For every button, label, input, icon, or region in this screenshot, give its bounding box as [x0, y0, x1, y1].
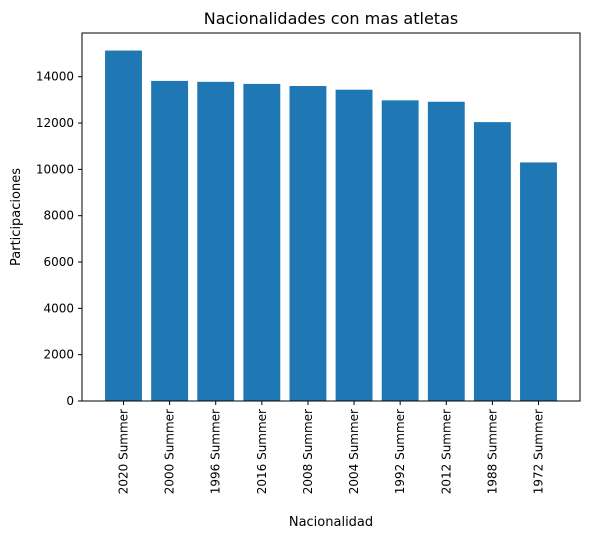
chart-title: Nacionalidades con mas atletas	[204, 9, 458, 28]
bars-group	[105, 50, 557, 402]
bar-1972-summer	[520, 162, 557, 401]
y-axis-label: Participaciones	[9, 168, 24, 266]
y-tick-label: 2000	[43, 348, 74, 362]
x-tick-label: 1972 Summer	[532, 409, 546, 494]
bar-1988-summer	[473, 122, 511, 401]
y-tick-label: 12000	[36, 116, 74, 130]
y-tick-label: 6000	[43, 255, 74, 269]
x-tick-label: 1992 Summer	[393, 409, 407, 494]
y-tick-label: 10000	[36, 162, 74, 176]
bar-1996-summer	[197, 81, 235, 401]
bar-2012-summer	[427, 101, 465, 401]
bar-2008-summer	[289, 85, 327, 402]
x-tick-label: 2000 Summer	[163, 409, 177, 494]
y-tick-label: 4000	[43, 301, 74, 315]
bar-2000-summer	[151, 80, 189, 402]
x-tick-label: 2016 Summer	[255, 409, 269, 494]
x-tick-label: 2020 Summer	[117, 409, 131, 494]
x-axis-label: Nacionalidad	[289, 515, 373, 530]
y-tick-label: 0	[66, 394, 74, 408]
y-tick-label: 8000	[43, 209, 74, 223]
y-axis-ticks: 0 2000 4000 6000 8000 10000 12000 14000	[36, 70, 82, 408]
bar-1992-summer	[381, 100, 419, 402]
x-tick-label: 2004 Summer	[347, 409, 361, 494]
bar-2004-summer	[335, 89, 373, 401]
x-tick-label: 2008 Summer	[301, 409, 315, 494]
plot-frame	[81, 32, 581, 402]
bar-2016-summer	[243, 83, 281, 401]
bar-2020-summer	[105, 50, 142, 402]
x-tick-label: 1988 Summer	[485, 409, 499, 494]
y-tick-label: 14000	[36, 70, 74, 84]
x-tick-label: 1996 Summer	[209, 409, 223, 494]
x-axis-ticks: 2020 Summer 2000 Summer 1996 Summer 2016 Su…	[117, 401, 546, 494]
x-tick-label: 2012 Summer	[439, 409, 453, 494]
